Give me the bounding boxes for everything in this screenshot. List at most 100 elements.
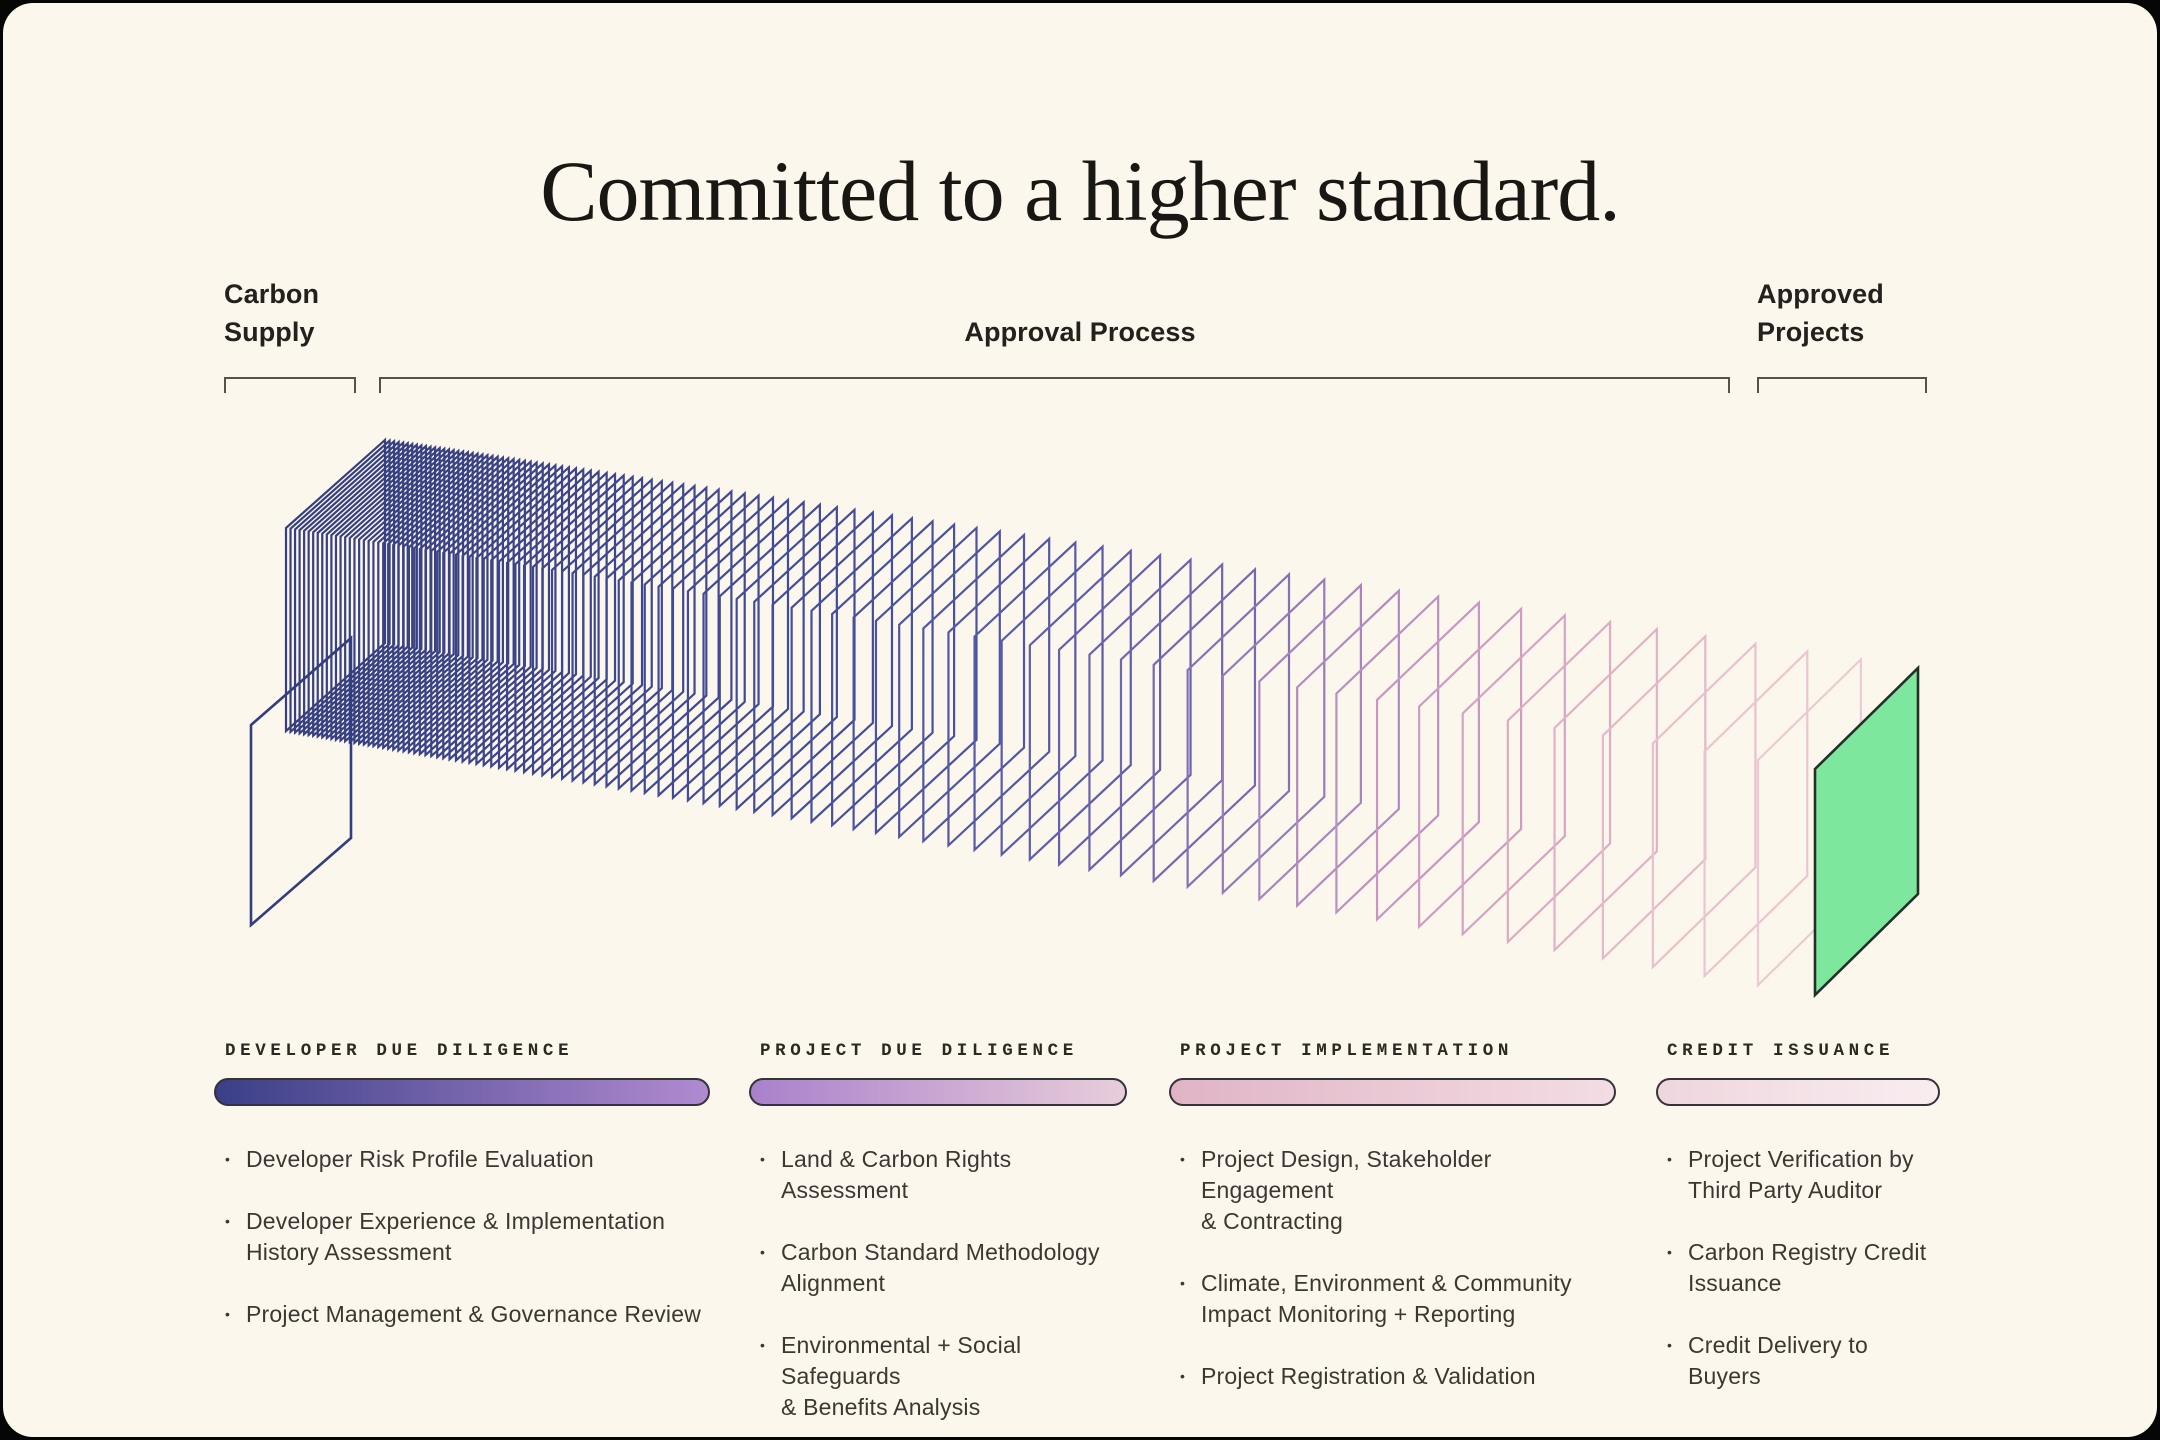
process-frame	[418, 457, 521, 757]
bullet-line: Project Verification by	[1688, 1146, 1914, 1172]
process-frame	[1553, 626, 1658, 953]
bullet-line: Project Design, Stakeholder Engagement	[1201, 1146, 1492, 1203]
column-header: DEVELOPER DUE DILIGENCE	[225, 1041, 574, 1061]
process-frame	[316, 442, 418, 739]
bullet-item: Environmental + Social Safeguards & Benef…	[749, 1330, 1127, 1423]
column-header: CREDIT ISSUANCE	[1667, 1041, 1895, 1061]
gradient-pill	[1169, 1078, 1616, 1106]
bullet-line: Third Party Auditor	[1688, 1177, 1883, 1203]
approved-projects-bracket	[1757, 377, 1927, 393]
process-frame	[1601, 633, 1707, 961]
process-frame	[321, 442, 423, 740]
process-frame	[1703, 648, 1809, 979]
process-frame	[831, 518, 934, 828]
process-frame	[468, 464, 570, 766]
process-frame	[1375, 600, 1480, 922]
carbon-supply-frame	[249, 635, 353, 928]
process-frame	[1028, 548, 1132, 862]
column-header: PROJECT IMPLEMENTATION	[1180, 1041, 1514, 1061]
carbon-supply-label: Carbon Supply	[224, 279, 320, 347]
bullet-line: Impact Monitoring + Reporting	[1201, 1301, 1516, 1327]
bullet-line: Climate, Environment & Community	[1201, 1270, 1572, 1296]
bullet-item: Project Design, Stakeholder Engagement & …	[1169, 1144, 1616, 1237]
process-frame	[353, 447, 455, 746]
process-frame	[582, 481, 685, 785]
bullet-item: Project Management & Governance Review	[214, 1299, 710, 1330]
process-frame	[312, 441, 414, 739]
page-title: Committed to a higher standard.	[540, 142, 1621, 239]
gradient-pill	[749, 1078, 1127, 1106]
process-frame	[1461, 612, 1566, 937]
process-frame	[550, 477, 653, 780]
column-header: PROJECT DUE DILIGENCE	[760, 1041, 1078, 1061]
process-frame	[430, 459, 532, 759]
process-frame	[922, 532, 1026, 844]
process-frame	[1088, 557, 1192, 873]
column-bullet-list: Land & Carbon Rights Assessment Carbon St…	[749, 1144, 1127, 1423]
process-frame	[413, 456, 515, 756]
bullet-line: & Benefits Analysis	[781, 1394, 981, 1420]
process-frame	[1000, 544, 1104, 858]
process-frame	[1296, 588, 1400, 909]
bullet-line: Carbon Standard Methodology	[781, 1239, 1100, 1265]
process-frame	[372, 450, 474, 749]
bullet-item: Developer Experience & Implementation His…	[214, 1206, 710, 1268]
funnel-diagram	[249, 437, 1920, 999]
process-frame	[407, 455, 510, 755]
column-bullet-list: Developer Risk Profile Evaluation Develop…	[214, 1144, 710, 1330]
process-frame	[382, 452, 484, 751]
process-frame	[490, 468, 592, 769]
process-column-3: PROJECT IMPLEMENTATION Project Design, St…	[1169, 1041, 1616, 1423]
process-frame	[593, 483, 696, 787]
bullet-line: Developer Risk Profile Evaluation	[246, 1146, 594, 1172]
process-frame	[325, 443, 428, 741]
bullet-line: History Assessment	[246, 1239, 452, 1265]
approved-projects-panel	[1813, 664, 1920, 999]
bullet-line: Carbon Registry Credit	[1688, 1239, 1927, 1265]
process-frame	[1506, 619, 1612, 945]
process-frame	[1418, 606, 1523, 930]
bullet-item: Developer Risk Profile Evaluation	[214, 1144, 710, 1175]
approval-process-label: Approval Process	[964, 317, 1196, 347]
bullet-line: Environmental + Social Safeguards	[781, 1332, 1022, 1389]
process-frame	[307, 440, 409, 738]
process-frame	[392, 453, 494, 752]
bullet-line: Developer Experience & Implementation	[246, 1208, 666, 1234]
bullet-line: Land & Carbon Rights Assessment	[781, 1146, 1012, 1203]
process-frame	[1221, 577, 1326, 896]
gradient-pill	[1656, 1078, 1940, 1106]
column-bullet-list: Project Design, Stakeholder Engagement & …	[1169, 1144, 1616, 1392]
process-frame	[810, 515, 913, 825]
carbon-supply-bracket	[224, 377, 356, 393]
process-frame	[560, 478, 663, 782]
process-frame	[514, 471, 617, 774]
process-frame	[790, 512, 894, 821]
process-frame	[898, 528, 1001, 840]
bullet-line: Issuance	[1688, 1270, 1782, 1296]
process-frame	[1258, 582, 1362, 902]
process-frame	[284, 437, 387, 734]
process-frame	[454, 462, 557, 763]
process-frame	[1186, 571, 1291, 890]
column-bullet-list: Project Verification by Third Party Audit…	[1656, 1144, 1940, 1392]
process-column-2: PROJECT DUE DILIGENCE Land & Carbon Right…	[749, 1041, 1127, 1437]
bullet-item: Carbon Standard Methodology Alignment	[749, 1237, 1127, 1299]
process-frame	[643, 491, 746, 796]
bullet-line: Alignment	[781, 1270, 886, 1296]
process-frame	[475, 465, 578, 767]
approval-process-bracket	[379, 377, 1730, 393]
process-frame	[605, 485, 708, 789]
bullet-line: Project Management & Governance Review	[246, 1301, 702, 1327]
process-frame	[497, 469, 600, 771]
process-frame	[397, 454, 499, 753]
process-frame	[702, 499, 805, 806]
bullet-line: Credit Delivery to Buyers	[1688, 1332, 1868, 1389]
process-frame	[1152, 566, 1257, 884]
content-card: Committed to a higher standard. Carbon S…	[3, 3, 2157, 1437]
process-frame	[1335, 594, 1440, 915]
gradient-pill	[214, 1078, 710, 1106]
process-frame	[289, 438, 391, 735]
process-frame	[852, 522, 956, 832]
process-frame	[686, 497, 790, 803]
